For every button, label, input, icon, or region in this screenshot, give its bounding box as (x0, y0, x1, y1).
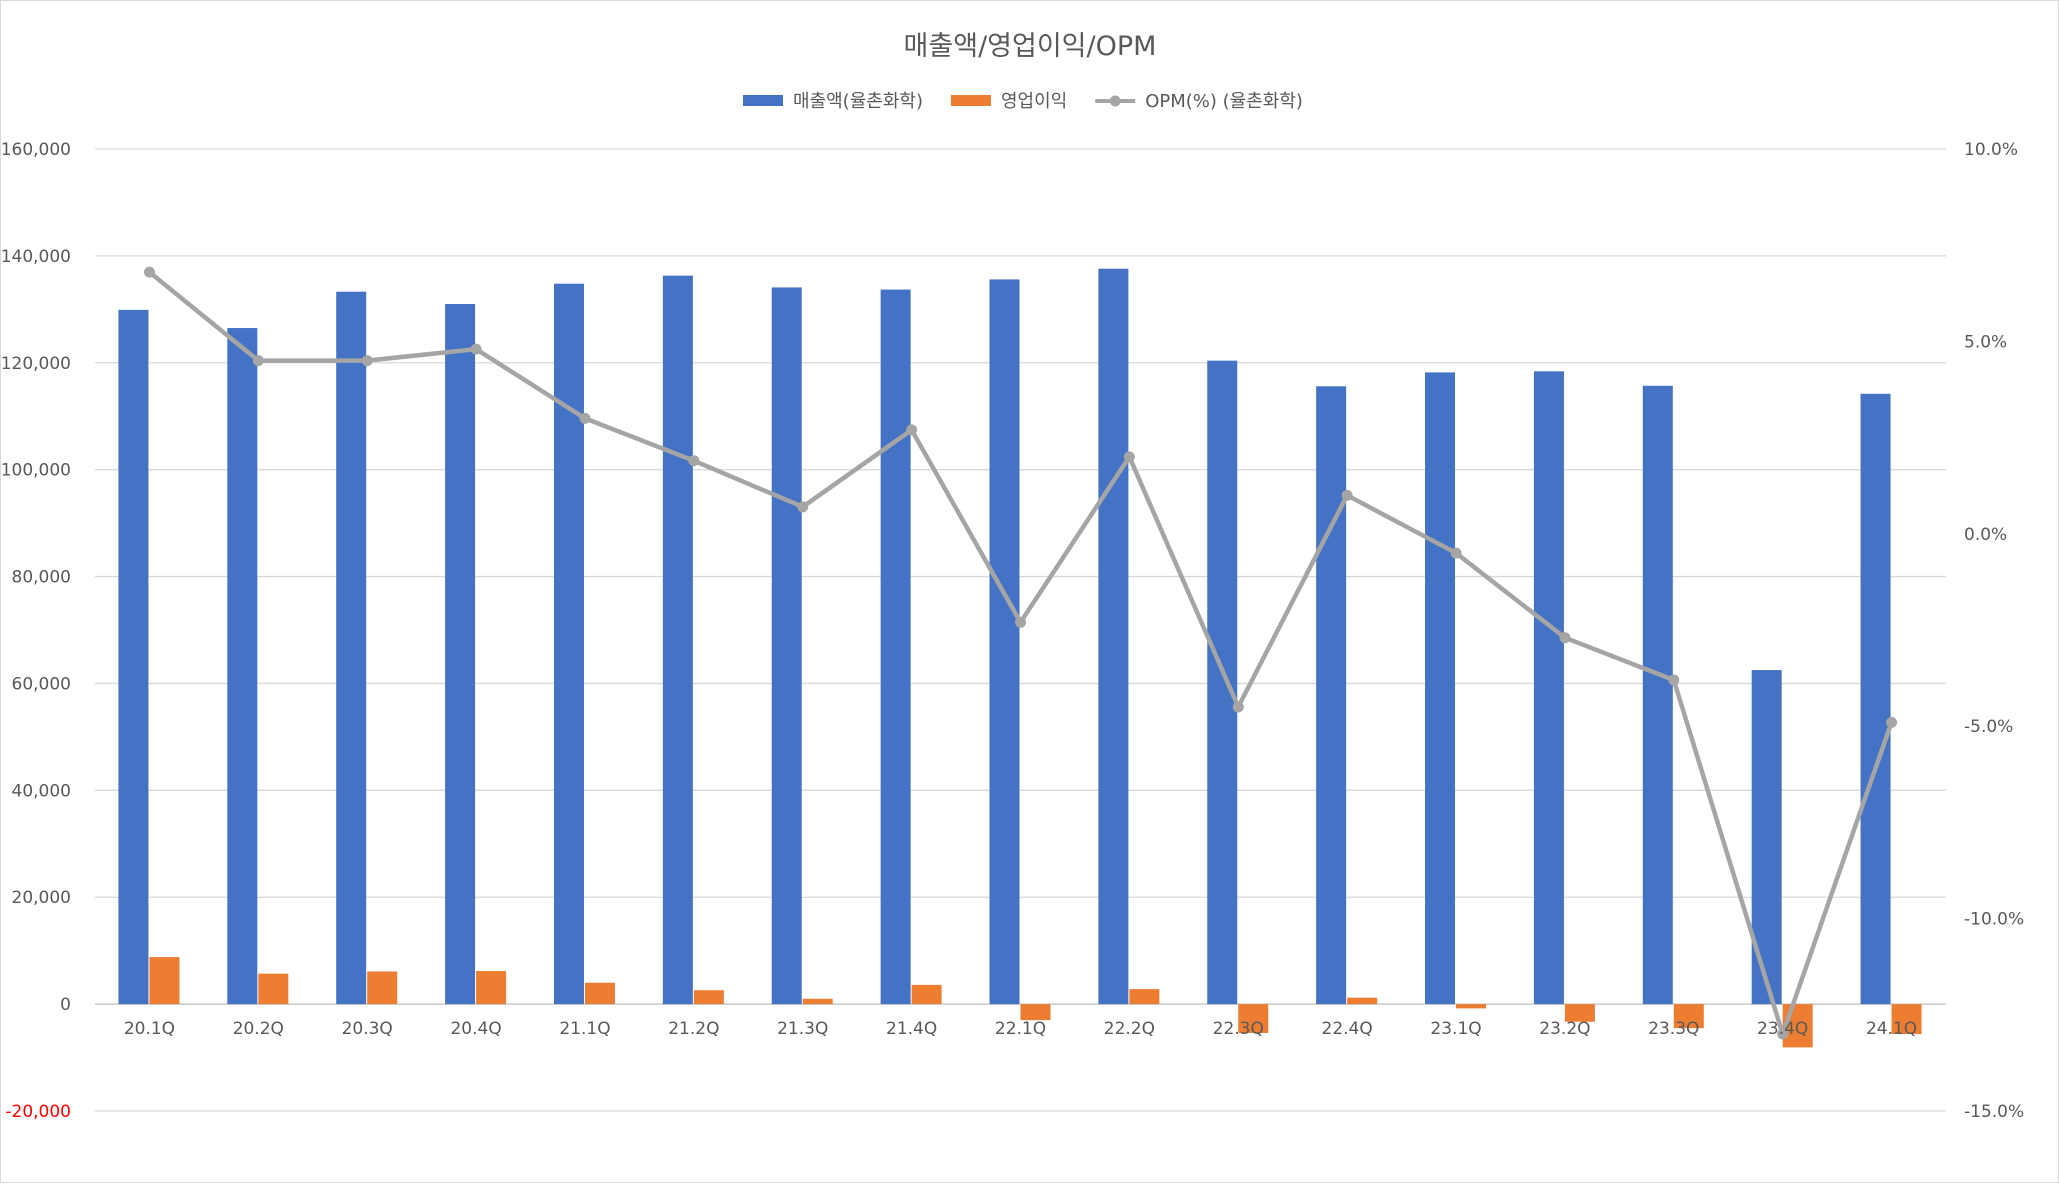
legend-label: OPM(%) (율촌화학) (1145, 91, 1303, 112)
opm-point (688, 455, 700, 467)
revenue-bar (336, 291, 367, 1005)
revenue-bar (1642, 385, 1673, 1005)
x-tick-label: 23.3Q (1648, 1019, 1699, 1039)
opm-point (579, 412, 591, 424)
opm-point (1559, 632, 1571, 644)
left-tick-label: -20,000 (5, 1102, 71, 1122)
right-tick-label: -10.0% (1964, 910, 2024, 930)
operating-profit-bar (1891, 1004, 1922, 1035)
operating-profit-bar (476, 970, 507, 1005)
opm-line (143, 266, 1898, 1040)
chart-legend: 매출액(율촌화학) 영업이익 OPM(%) (율촌화학) (743, 91, 1303, 112)
right-tick-label: 5.0% (1964, 332, 2007, 352)
x-tick-label: 23.1Q (1430, 1019, 1481, 1039)
opm-point (1668, 674, 1680, 686)
opm-point (361, 355, 373, 367)
revenue-bar (1425, 372, 1456, 1005)
left-tick-label: 20,000 (12, 888, 71, 908)
revenue-bar (227, 328, 258, 1005)
bars (118, 268, 1922, 1048)
opm-point (1341, 489, 1353, 501)
operating-profit-bar (149, 957, 180, 1005)
x-tick-label: 22.2Q (1104, 1019, 1155, 1039)
left-tick-label: 100,000 (1, 461, 71, 481)
operating-profit-bar (1129, 989, 1160, 1005)
opm-point (1123, 451, 1135, 463)
x-tick-label: 20.2Q (233, 1019, 284, 1039)
revenue-bar (1316, 386, 1347, 1005)
opm-point (1450, 547, 1462, 559)
right-axis: -15.0% -10.0% -5.0% 0.0% 5.0% 10.0% (1964, 140, 2024, 1122)
operating-profit-bar (1020, 1004, 1051, 1021)
x-tick-label: 21.3Q (777, 1019, 828, 1039)
revenue-bar (989, 279, 1020, 1005)
operating-profit-bar (1456, 1004, 1487, 1009)
opm-point (1777, 1028, 1789, 1040)
operating-profit-bar (1347, 997, 1378, 1005)
gridlines (95, 148, 1946, 1112)
operating-profit-bar (258, 973, 289, 1005)
operating-profit-bar (367, 971, 398, 1005)
legend-opm-swatch-dot (1109, 95, 1121, 107)
x-tick-label: 20.3Q (342, 1019, 393, 1039)
opm-point (1015, 616, 1026, 628)
x-tick-label: 23.2Q (1539, 1019, 1590, 1039)
x-tick-label: 21.4Q (886, 1019, 937, 1039)
legend-label: 영업이익 (1001, 91, 1067, 112)
revenue-bar (553, 283, 584, 1005)
chart-title: 매출액/영업이익/OPM (904, 31, 1157, 62)
x-tick-label: 22.1Q (995, 1019, 1046, 1039)
left-tick-label: 120,000 (1, 354, 71, 374)
left-tick-label: 80,000 (12, 568, 71, 588)
opm-series-line (148, 270, 1894, 1037)
legend-revenue-swatch (743, 95, 783, 106)
operating-profit-bar (584, 982, 615, 1005)
x-tick-label: 22.3Q (1213, 1019, 1264, 1039)
revenue-bar (118, 309, 149, 1005)
revenue-bar (445, 303, 476, 1005)
revenue-bar (1098, 268, 1129, 1005)
left-tick-label: 160,000 (1, 140, 71, 160)
legend-profit-swatch (950, 95, 991, 106)
left-tick-label: 40,000 (12, 781, 71, 801)
legend-label: 매출액(율촌화학) (793, 91, 923, 112)
operating-profit-bar (802, 998, 833, 1005)
operating-profit-bar (693, 990, 724, 1005)
opm-point (143, 266, 155, 278)
right-tick-label: -5.0% (1964, 717, 2013, 737)
x-tick-label: 21.1Q (559, 1019, 610, 1039)
x-axis: 20.1Q 20.2Q 20.3Q 20.4Q 21.1Q 21.2Q 21.3Q 21.4Q… (124, 1019, 1917, 1039)
operating-profit-bar (1564, 1004, 1595, 1022)
opm-point (797, 501, 809, 513)
operating-profit-bar (1238, 1004, 1269, 1033)
revenue-bar (880, 289, 911, 1005)
right-tick-label: 0.0% (1964, 525, 2007, 545)
revenue-bar (1533, 371, 1564, 1005)
x-tick-label: 20.4Q (450, 1019, 501, 1039)
opm-point (906, 424, 918, 436)
revenue-bar (662, 275, 693, 1005)
x-tick-label: 20.1Q (124, 1019, 175, 1039)
left-axis: -20,000 0 20,000 40,000 60,000 80,000 100,000 1… (1, 140, 71, 1122)
revenue-bar (771, 287, 802, 1005)
operating-profit-bar (1673, 1004, 1704, 1029)
right-tick-label: -15.0% (1964, 1102, 2024, 1122)
left-tick-label: 60,000 (12, 674, 71, 694)
left-tick-label: 0 (60, 995, 71, 1015)
revenue-bar (1860, 393, 1891, 1005)
x-tick-label: 24.1Q (1866, 1019, 1917, 1039)
operating-profit-bar (911, 984, 942, 1005)
left-tick-label: 140,000 (1, 247, 71, 267)
opm-point (252, 355, 264, 367)
revenue-bar (1207, 360, 1238, 1005)
opm-point (1886, 716, 1898, 728)
x-tick-label: 22.4Q (1322, 1019, 1373, 1039)
opm-point (1232, 701, 1244, 713)
x-tick-label: 21.2Q (668, 1019, 719, 1039)
right-tick-label: 10.0% (1964, 140, 2018, 160)
opm-point (470, 343, 482, 355)
x-tick-label: 23.4Q (1757, 1019, 1808, 1039)
